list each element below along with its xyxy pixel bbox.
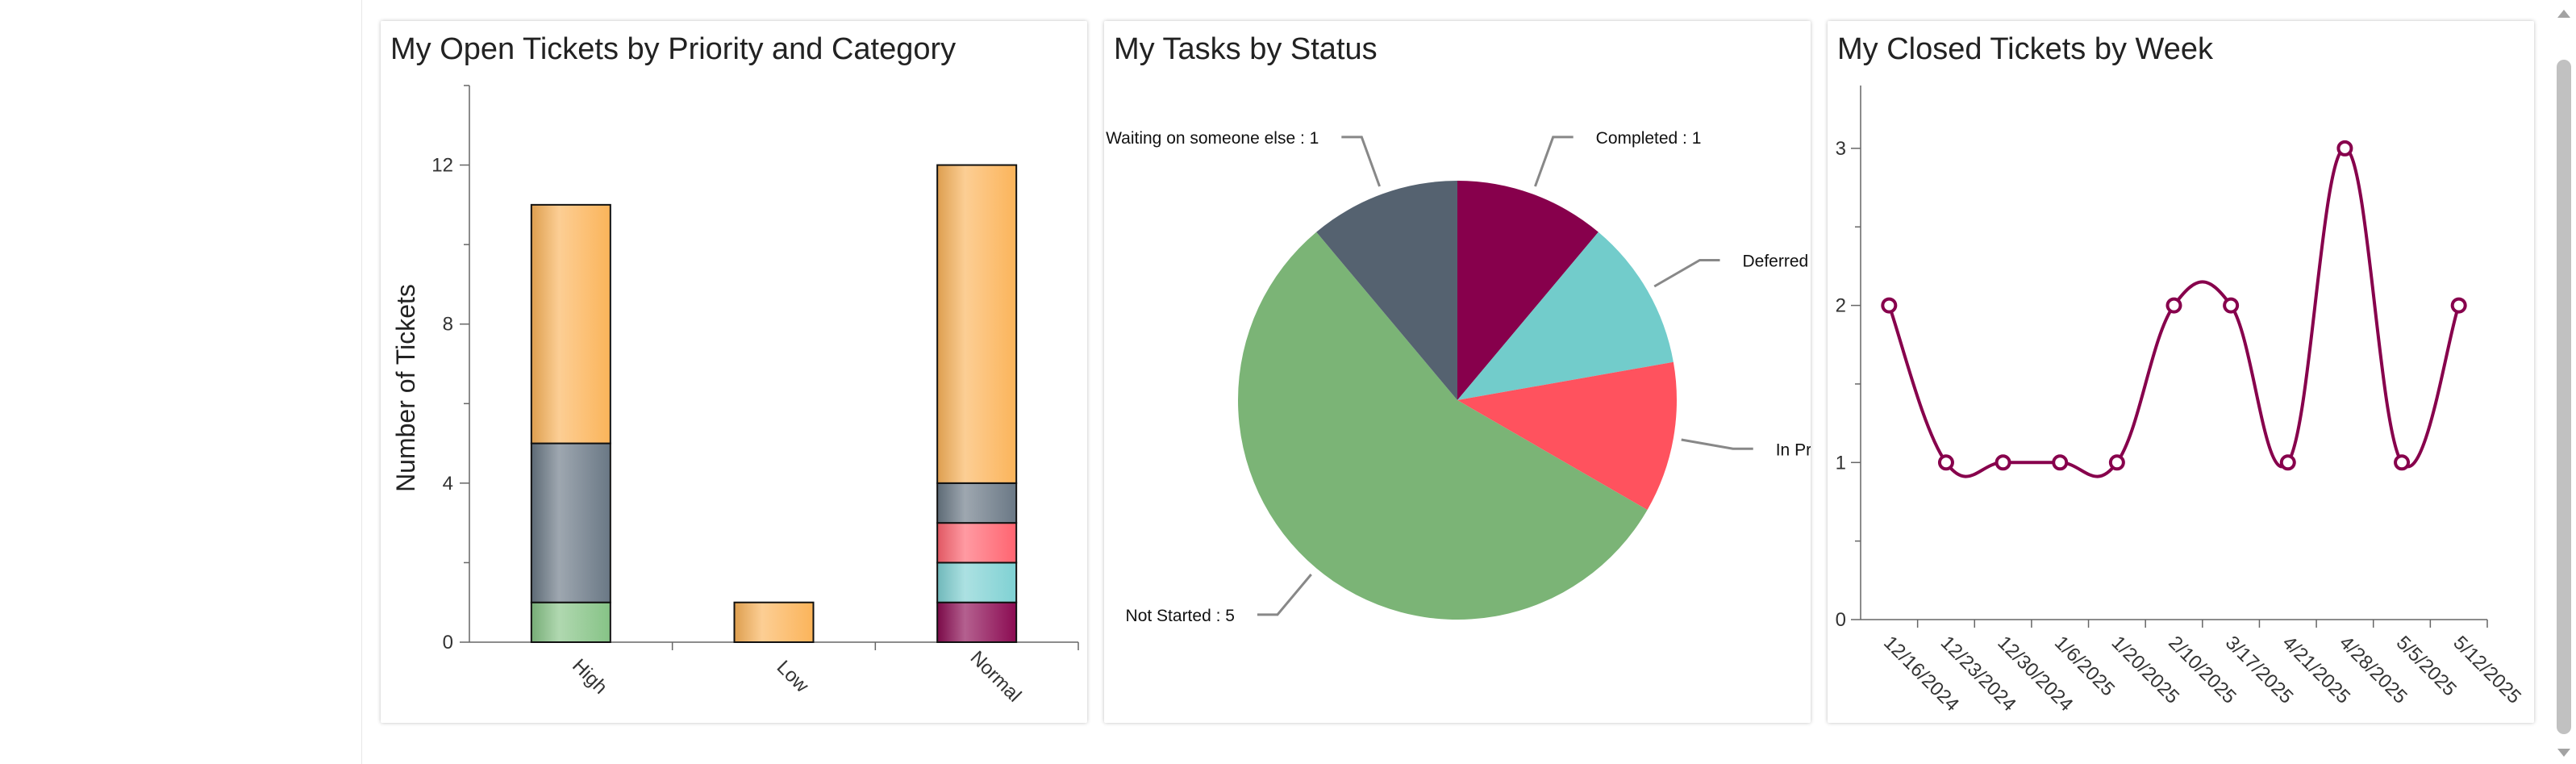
pie-slice-label: In Progre xyxy=(1776,440,1811,459)
scroll-down-arrow-icon[interactable] xyxy=(2557,749,2570,757)
data-point xyxy=(2450,297,2467,314)
bar-segment xyxy=(936,562,1018,603)
pie-leader-line xyxy=(1534,136,1574,187)
data-point xyxy=(2279,454,2296,471)
pie-leader-line xyxy=(1653,259,1720,288)
pie-slice-label: Deferred : 1 xyxy=(1743,253,1811,271)
pie-slice-label: Waiting on someone else : 1 xyxy=(1106,129,1319,148)
bar-segment xyxy=(936,601,1018,644)
bar-segment xyxy=(936,164,1018,484)
x-tick-label: Low xyxy=(773,657,814,698)
y-tick-label: 0 xyxy=(443,632,453,653)
pie-slice-label: Completed : 1 xyxy=(1596,129,1702,148)
y-tick-label: 4 xyxy=(443,473,453,495)
bar-segment xyxy=(530,601,611,644)
page-scrollbar[interactable] xyxy=(2552,0,2576,764)
data-point xyxy=(2108,454,2125,471)
tasks-pie-chart: Completed : 1 Deferred : 1 In Progre Not St… xyxy=(1106,129,1811,625)
data-point xyxy=(1881,297,1898,314)
left-blank-area xyxy=(0,0,361,764)
bar-segment xyxy=(530,442,611,603)
sidebar-divider xyxy=(361,0,362,764)
bar-segment xyxy=(936,482,1018,524)
data-point xyxy=(2336,140,2353,157)
x-tick-label: 5/12/2025 xyxy=(2449,632,2525,708)
x-tick-label: Normal xyxy=(966,647,1026,707)
pie-slice xyxy=(1457,181,1599,400)
chart-title: My Closed Tickets by Week xyxy=(1837,32,2214,66)
closed-tickets-line-chart: 012312/16/202412/23/202412/30/20241/6/20… xyxy=(1836,86,2525,716)
data-point xyxy=(2165,297,2182,314)
y-axis-label: Number of Tickets xyxy=(391,284,420,492)
y-tick-label: 3 xyxy=(1836,138,1846,160)
open-tickets-bar-chart: 0 4 8 12 Number of Tickets High Low Normal xyxy=(391,85,1079,707)
bar-segment xyxy=(936,522,1018,564)
closed-tickets-chart-panel: 0 1 2 3 12/16/2024 12/23/2024 12/30/2024 1/6/20… xyxy=(1828,21,2534,723)
pie-leader-line xyxy=(1681,438,1753,450)
data-point xyxy=(2052,454,2069,471)
pie-leader-line xyxy=(1341,136,1381,187)
pie-slice xyxy=(1316,181,1457,400)
chart-title: My Open Tickets by Priority and Category xyxy=(390,32,957,66)
data-point xyxy=(2223,297,2240,314)
scrollbar-thumb[interactable] xyxy=(2557,60,2571,734)
x-tick-label: High xyxy=(568,655,611,699)
data-point xyxy=(1937,454,1954,471)
y-tick-label: 0 xyxy=(1836,609,1846,631)
data-point xyxy=(2394,454,2411,471)
y-tick-label: 12 xyxy=(431,155,453,177)
y-tick-label: 8 xyxy=(443,314,453,336)
y-tick-label: 2 xyxy=(1836,295,1846,317)
pie-slice xyxy=(1238,232,1648,620)
y-tick-label: 1 xyxy=(1836,452,1846,474)
bar-segment xyxy=(530,203,611,445)
bar-segment xyxy=(733,601,815,644)
data-point xyxy=(1995,454,2011,471)
pie-slice xyxy=(1457,361,1677,510)
open-tickets-chart-panel: 0 4 8 12 Number of Tickets High Low Normal My O… xyxy=(381,21,1087,723)
pie-leader-line xyxy=(1257,574,1312,616)
pie-slice-label: Not Started : 5 xyxy=(1126,607,1235,625)
chart-title: My Tasks by Status xyxy=(1114,32,1378,66)
tasks-by-status-chart-panel: Completed : 1 Deferred : 1 In Progre Not St… xyxy=(1104,21,1811,723)
scroll-up-arrow-icon[interactable] xyxy=(2557,10,2570,18)
pie-slice xyxy=(1457,232,1674,400)
